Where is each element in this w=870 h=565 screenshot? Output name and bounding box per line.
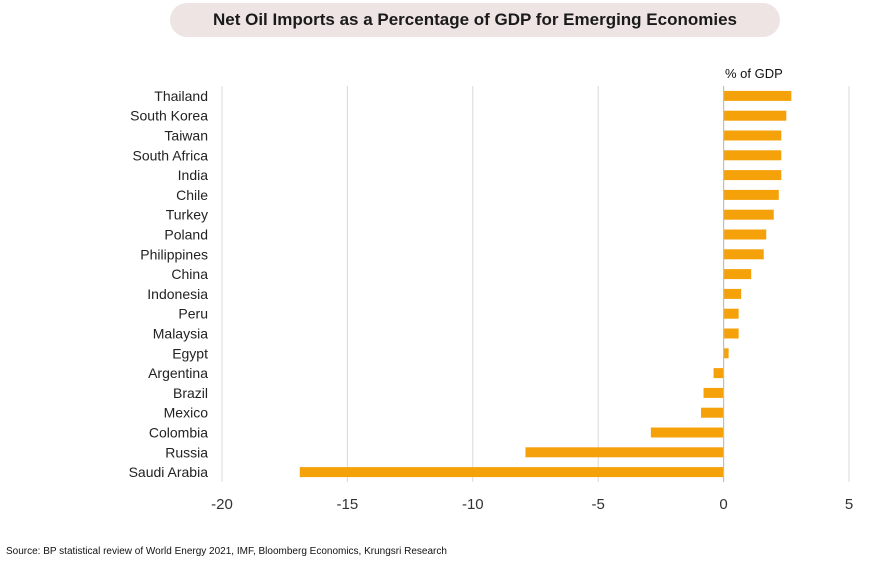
x-tick-label: -5 [592,496,605,513]
bar-turkey [723,209,774,220]
category-label: Russia [165,444,208,460]
category-label: Taiwan [164,128,208,144]
category-label: Peru [178,306,208,322]
bar-china [723,269,752,280]
category-label: India [178,167,209,183]
category-label: Mexico [164,405,209,421]
bar-philippines [723,249,764,260]
source-note: Source: BP statistical review of World E… [6,546,447,557]
bar-thailand [723,90,792,101]
x-tick-label: 0 [719,496,727,513]
bar-mexico [701,407,724,418]
bar-south-africa [723,150,782,161]
category-label: Argentina [148,365,208,381]
category-label: Colombia [149,425,208,441]
x-tick-label: 5 [845,496,853,513]
category-label: Chile [176,187,208,203]
bar-malaysia [723,328,739,339]
x-tick-label: -15 [337,496,359,513]
bar-south-korea [723,110,787,121]
category-label: China [171,266,208,282]
axis-unit-label: % of GDP [725,66,783,81]
bar-peru [723,308,739,319]
bar-india [723,170,782,181]
bar-saudi-arabia [299,467,724,478]
category-label: Malaysia [153,326,208,342]
chart-title: Net Oil Imports as a Percentage of GDP f… [213,10,737,29]
chart-title-banner: Net Oil Imports as a Percentage of GDP f… [170,3,780,37]
bar-brazil [703,387,724,398]
x-tick-label: -10 [462,496,484,513]
category-label: Turkey [166,207,208,223]
bar-egypt [723,348,729,359]
category-label: Egypt [172,345,208,361]
bar-chile [723,189,779,200]
x-tick-label: -20 [211,496,233,513]
category-label: South Korea [130,108,208,124]
category-label: Philippines [140,246,208,262]
category-label: Brazil [173,385,208,401]
bar-indonesia [723,288,742,299]
category-label: South Africa [133,147,209,163]
bar-poland [723,229,767,240]
bar-taiwan [723,130,782,141]
category-label: Indonesia [147,286,208,302]
category-label: Poland [164,227,208,243]
bar-russia [525,447,724,458]
category-label: Thailand [154,88,208,104]
category-label: Saudi Arabia [129,464,209,480]
bar-argentina [713,368,724,379]
bar-colombia [650,427,724,438]
